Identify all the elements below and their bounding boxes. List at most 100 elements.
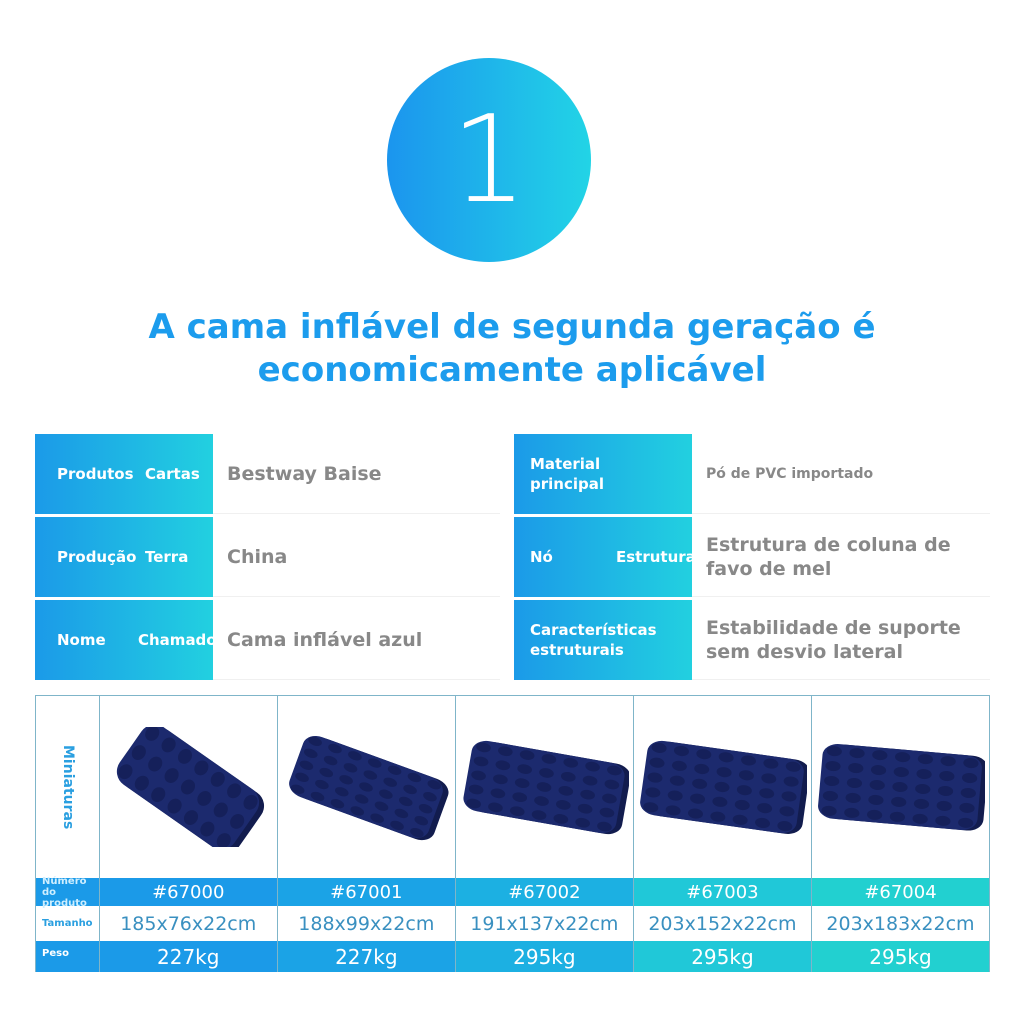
product-thumbnail [632, 696, 811, 878]
product-size: 188x99x22cm [276, 906, 455, 941]
spec-value: China [213, 517, 500, 597]
mattress-dimple [597, 821, 613, 832]
mattress-dimple [184, 810, 199, 826]
row-label: Número do produto [36, 876, 99, 909]
mattress-dimple [490, 788, 506, 799]
mattress-dimple [716, 767, 732, 778]
mattress-dimple [894, 767, 910, 778]
mattress-dimple [148, 756, 163, 772]
mattress-dimple [539, 768, 555, 778]
mattress-dimple [871, 765, 887, 776]
mattress-dimple [961, 787, 977, 799]
label-a: Nó [530, 548, 553, 566]
mattress-dimple [821, 805, 838, 816]
mattress-dimple [488, 802, 504, 813]
mattress-dimple [939, 771, 955, 782]
spec-label: Produtos Cartas [35, 434, 213, 514]
mattress-dimple [330, 799, 345, 809]
mattress-dimple [515, 778, 530, 789]
product-size: 191x137x22cm [454, 906, 633, 941]
mattress-dimple [585, 761, 601, 772]
mattress-dimple [763, 758, 779, 769]
spec-value: Estrutura de coluna de favo de mel [692, 517, 990, 597]
product-number: #67004 [810, 878, 990, 906]
mattress-dimple [777, 821, 793, 832]
mattress-dimple [210, 771, 226, 787]
product-weight: 295kg [810, 941, 990, 972]
mattress-dimple [602, 793, 618, 804]
mattress-dimple [563, 757, 579, 768]
mattress-dimple [368, 758, 382, 768]
mattress-dimple [935, 815, 951, 826]
mattress-dimple [243, 794, 258, 810]
mattress-dimple [848, 763, 864, 774]
mattress-dimple [719, 752, 735, 763]
label-a: Produção [57, 548, 137, 566]
mattress-dimple [849, 748, 866, 759]
mattress-dimple [868, 794, 884, 805]
thumbnails-label: Miniaturas [59, 744, 76, 830]
product-weight: 227kg [98, 941, 277, 972]
mattress-dimple [348, 751, 362, 761]
mattress-dimple [335, 787, 349, 797]
mattress-dimple [355, 794, 369, 804]
product-thumbnail [98, 696, 277, 878]
mattress-dimple [145, 727, 160, 741]
mattress-dimple [607, 765, 623, 776]
mattress-dimple [328, 743, 343, 754]
mattress-dimple [419, 804, 433, 814]
mattress-dimple [466, 798, 482, 809]
mattress-dimple [941, 756, 957, 767]
mattress-dimple [643, 802, 659, 813]
mattress-dimple [575, 817, 591, 828]
mattress-dimple [216, 833, 232, 847]
mattress-dimple [498, 746, 513, 757]
mattress-dimple [647, 772, 663, 783]
mattress-dimple [737, 785, 753, 796]
mattress-image [640, 740, 808, 834]
spec-label: Nome Chamado [35, 600, 217, 680]
mattress-dimple [847, 777, 863, 789]
mattress-dimple [890, 811, 906, 822]
mattress-dimple [670, 775, 686, 786]
spec-label: Produção Terra [35, 517, 213, 597]
mattress-dimple [164, 768, 179, 783]
mattress-dimple [311, 791, 325, 802]
mattress-dimple [390, 820, 405, 831]
mattress-dimple [363, 770, 378, 780]
product-size: 185x76x22cm [98, 906, 277, 941]
mattress-dimple [520, 750, 535, 760]
mattress-dimple [532, 810, 547, 820]
mattress-dimple [534, 796, 550, 806]
label-b: Estrutura [616, 548, 696, 566]
mattress-dimple [580, 789, 596, 800]
size-row: Tamanho 185x76x22cm 188x99x22cm 191x137x… [36, 906, 989, 941]
mattress-dimple [823, 790, 839, 801]
badge-number: 1 [450, 90, 528, 230]
mattress-dimple [915, 783, 931, 795]
mattress-dimple [403, 784, 418, 795]
mattress-dimple [471, 770, 487, 781]
mattress-dimple [867, 809, 883, 820]
spec-value: Pó de PVC importado [692, 434, 990, 514]
mattress-dimple [672, 760, 688, 771]
mattress-dimple [761, 773, 777, 784]
spec-value: Bestway Baise [213, 434, 500, 514]
mattress-image [289, 735, 449, 841]
mattress-dimple [383, 777, 398, 787]
mattress-dimple [374, 801, 389, 811]
spec-row-origin: Produção Terra China [35, 517, 500, 597]
mattress-dimple [779, 806, 795, 817]
mattress-dimple [394, 808, 409, 819]
mattress-dimple [959, 802, 976, 813]
product-weight: 295kg [632, 941, 811, 972]
label-a: Material principal [530, 455, 604, 493]
title-line-1: A cama inflável de segunda geração é [148, 307, 876, 347]
mattress-dimple [937, 800, 953, 811]
mattress-image [463, 740, 630, 835]
product-number: #67000 [98, 878, 277, 906]
mattress-dimple [493, 774, 509, 785]
product-weight: 227kg [276, 941, 455, 972]
mattress-dimple [370, 813, 385, 823]
mattress-dimple [227, 783, 242, 799]
